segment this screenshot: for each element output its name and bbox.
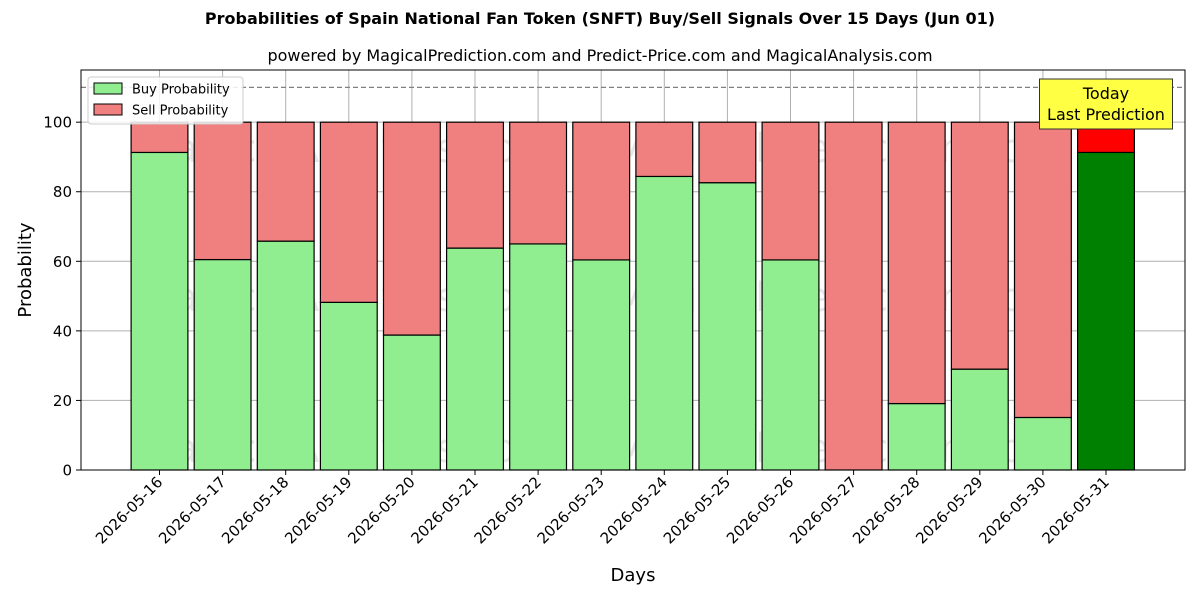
bar-sell <box>698 121 757 184</box>
bar-buy <box>382 334 441 471</box>
bar-buy <box>256 240 315 471</box>
bar-buy <box>1076 151 1135 471</box>
x-tick-label: 2026-05-27 <box>786 473 860 547</box>
y-tick-label: 40 <box>53 322 72 340</box>
bar-sell <box>509 121 568 245</box>
x-tick-label: 2026-05-19 <box>281 473 355 547</box>
x-tick-label: 2026-05-24 <box>597 473 671 547</box>
bar-buy <box>319 301 378 471</box>
bar-buy <box>193 258 252 471</box>
bar-sell <box>446 121 505 249</box>
bar-sell <box>256 121 315 242</box>
bar-sell <box>635 121 694 178</box>
x-tick-label: 2026-05-28 <box>849 473 923 547</box>
chart-subtitle: powered by MagicalPrediction.com and Pre… <box>267 46 933 65</box>
today-annotation: Today Last Prediction <box>1039 78 1173 130</box>
legend-label: Buy Probability <box>132 83 230 98</box>
y-tick-label: 20 <box>53 392 72 410</box>
x-tick-label: 2026-05-31 <box>1038 473 1112 547</box>
x-tick-label: 2026-05-16 <box>92 473 166 547</box>
annotation-text: Last Prediction <box>1047 105 1165 124</box>
bar-sell <box>887 121 946 405</box>
x-tick-label: 2026-05-25 <box>660 473 734 547</box>
bar-buy <box>698 182 757 471</box>
legend-label: Sell Probability <box>132 104 229 119</box>
x-tick-label: 2026-05-18 <box>218 473 292 547</box>
bar-sell <box>572 121 631 261</box>
bar-buy <box>887 402 946 471</box>
bar-sell <box>319 121 378 303</box>
bar-sell <box>1013 121 1072 419</box>
bar-buy <box>130 151 189 471</box>
bar-sell <box>130 121 189 154</box>
bar-sell <box>761 121 820 261</box>
bar-buy <box>950 368 1009 471</box>
x-tick-label: 2026-05-20 <box>344 473 418 547</box>
x-tick-label: 2026-05-22 <box>471 473 545 547</box>
x-tick-label: 2026-05-29 <box>912 473 986 547</box>
legend: Buy Probability Sell Probability <box>87 76 244 125</box>
bar-buy <box>509 243 568 471</box>
legend-swatch <box>93 103 123 116</box>
annotation-text: Today <box>1082 84 1129 103</box>
y-axis-label: Probability <box>15 222 36 317</box>
x-tick-label: 2026-05-30 <box>975 473 1049 547</box>
bar-buy <box>446 247 505 471</box>
y-tick-label: 100 <box>43 114 72 132</box>
x-tick-label: 2026-05-17 <box>155 473 229 547</box>
x-tick-label: 2026-05-21 <box>407 473 481 547</box>
bar-sell <box>824 121 883 471</box>
x-axis-label: Days <box>611 565 656 586</box>
plot-frame <box>80 69 1186 471</box>
y-tick-label: 80 <box>53 183 72 201</box>
x-tick-label: 2026-05-23 <box>534 473 608 547</box>
bar-sell <box>950 121 1009 370</box>
y-tick-label: 60 <box>53 253 72 271</box>
legend-swatch <box>93 82 123 95</box>
bar-buy <box>572 259 631 471</box>
bar-buy <box>1013 416 1072 471</box>
annotation-box <box>1039 78 1173 130</box>
chart-title: Probabilities of Spain National Fan Toke… <box>204 9 996 28</box>
bar-sell <box>193 121 252 261</box>
legend-box <box>87 76 244 125</box>
bar-buy <box>761 259 820 471</box>
x-tick-label: 2026-05-26 <box>723 473 797 547</box>
bar-sell <box>382 121 441 336</box>
bar-buy <box>635 175 694 471</box>
y-tick-label: 0 <box>62 462 72 480</box>
